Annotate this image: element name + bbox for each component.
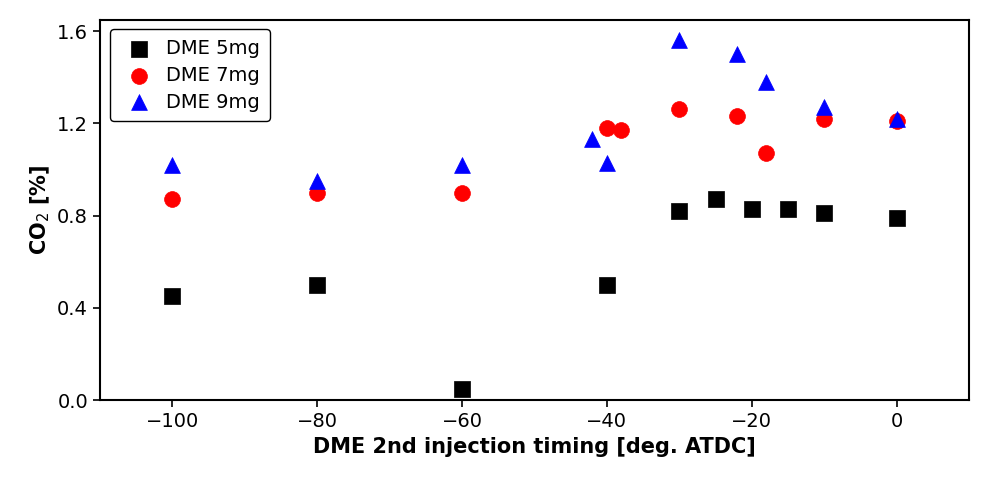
DME 5mg (743, 205, 759, 213)
DME 9mg (889, 115, 905, 122)
DME 5mg (671, 207, 687, 215)
Y-axis label: CO$_2$ [%]: CO$_2$ [%] (28, 164, 52, 255)
DME 7mg (889, 117, 905, 125)
DME 5mg (780, 205, 796, 213)
DME 7mg (729, 113, 745, 121)
DME 9mg (164, 161, 180, 169)
DME 7mg (598, 124, 614, 132)
DME 7mg (613, 126, 629, 134)
DME 7mg (816, 115, 832, 122)
DME 5mg (889, 214, 905, 222)
DME 5mg (310, 281, 326, 289)
DME 9mg (758, 78, 774, 86)
DME 5mg (164, 292, 180, 300)
DME 9mg (584, 136, 600, 143)
DME 9mg (310, 177, 326, 185)
DME 7mg (454, 189, 470, 197)
DME 7mg (758, 149, 774, 157)
DME 9mg (671, 37, 687, 44)
DME 5mg (816, 209, 832, 217)
DME 7mg (671, 105, 687, 113)
DME 9mg (729, 50, 745, 58)
X-axis label: DME 2nd injection timing [deg. ATDC]: DME 2nd injection timing [deg. ATDC] (313, 437, 756, 456)
Legend: DME 5mg, DME 7mg, DME 9mg: DME 5mg, DME 7mg, DME 9mg (110, 29, 270, 121)
DME 5mg (707, 196, 723, 203)
DME 7mg (310, 189, 326, 197)
DME 9mg (454, 161, 470, 169)
DME 9mg (816, 103, 832, 111)
DME 7mg (164, 196, 180, 203)
DME 5mg (598, 281, 614, 289)
DME 9mg (598, 159, 614, 166)
DME 5mg (454, 385, 470, 392)
